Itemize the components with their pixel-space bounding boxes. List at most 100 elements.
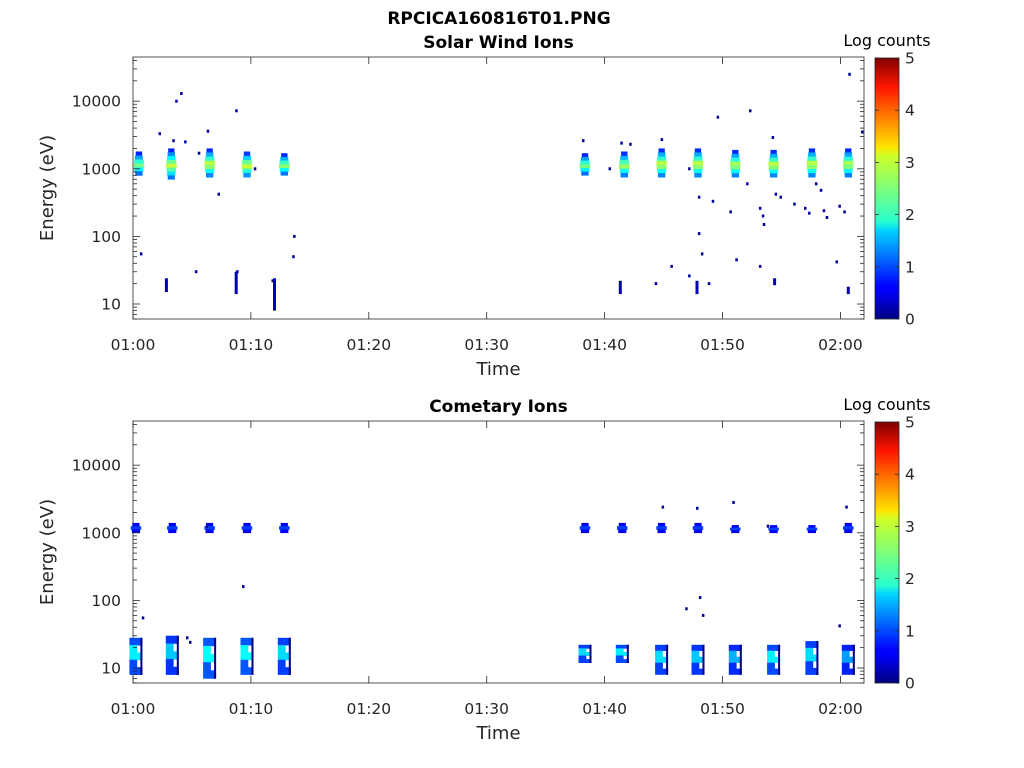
- blob-cell: [206, 522, 214, 527]
- scatter-point: [707, 282, 711, 286]
- scatter-point: [819, 188, 823, 192]
- scatter-point: [732, 501, 735, 504]
- blob-cell: [658, 148, 665, 153]
- low-band: [578, 644, 592, 663]
- blob: [806, 148, 818, 178]
- low-band-cell: [578, 648, 587, 653]
- blob-cell: [844, 173, 852, 178]
- scatter-point: [629, 142, 632, 146]
- scatter-point: [172, 139, 175, 143]
- colorbar-scale: [874, 57, 900, 320]
- scatter-point: [206, 129, 210, 133]
- blob: [843, 148, 854, 178]
- blob: [730, 525, 741, 534]
- colorbar-label: Log counts: [843, 395, 930, 414]
- low-band-edge: [778, 662, 781, 669]
- scatter-point: [293, 234, 296, 238]
- low-band-cell: [578, 655, 587, 660]
- scatter-point: [235, 109, 238, 113]
- low-band-edge: [816, 661, 819, 669]
- low-band-cell: [165, 666, 179, 675]
- blob-cell: [808, 525, 816, 528]
- blob: [241, 151, 253, 178]
- blob-cell: [618, 529, 627, 534]
- low-band-cell: [277, 652, 291, 661]
- low-band-edge: [589, 655, 592, 660]
- scatter-point: [253, 167, 257, 171]
- blob-cell: [618, 164, 630, 169]
- blob-cell: [770, 173, 778, 178]
- blob-cell: [692, 526, 704, 530]
- scatter-point: [843, 210, 846, 214]
- scatter-point: [197, 151, 201, 155]
- low-band-edge: [852, 668, 855, 675]
- scatter-point: [835, 260, 838, 264]
- blob-cell: [580, 168, 590, 172]
- blob-cell: [131, 529, 141, 534]
- scatter-point: [139, 252, 143, 256]
- scatter-point: [242, 585, 245, 589]
- low-band-edge: [589, 648, 592, 653]
- blob-cell: [769, 530, 778, 534]
- low-band-edge: [739, 668, 742, 675]
- blob: [656, 522, 667, 534]
- low-bar: [695, 280, 699, 295]
- colorbar-tick-label: 5: [905, 50, 915, 68]
- scatter-point: [701, 613, 705, 617]
- low-band-cell: [728, 644, 742, 651]
- y-axis-label: Energy (eV): [37, 499, 58, 605]
- colorbar-tick-label: 0: [905, 675, 915, 693]
- low-band-cell: [728, 662, 737, 669]
- blob: [241, 522, 253, 534]
- scatter-point: [711, 199, 715, 203]
- blob: [204, 522, 215, 534]
- low-band-cell: [691, 662, 700, 669]
- scatter-point: [848, 72, 851, 76]
- low-band-cell: [841, 668, 855, 675]
- low-band-edge: [176, 635, 179, 644]
- low-band-edge: [666, 668, 669, 675]
- y-tick-label: 1000: [82, 160, 121, 178]
- low-bar: [773, 278, 777, 286]
- low-band-cell: [277, 645, 286, 653]
- blob-cell: [806, 527, 818, 531]
- low-band-edge: [626, 648, 629, 653]
- blob-cell: [730, 161, 741, 166]
- x-tick-label: 01:30: [464, 700, 509, 718]
- colorbar-tick-label: 2: [905, 206, 915, 224]
- blob-cell: [843, 169, 853, 174]
- low-band-edge: [778, 668, 781, 675]
- low-band-edge: [702, 650, 705, 657]
- low-band-edge: [214, 645, 217, 655]
- scatter-point: [729, 210, 732, 214]
- x-tick-label: 02:00: [818, 336, 863, 354]
- colorbar-tick-label: 2: [905, 570, 915, 588]
- blob-cell: [206, 148, 213, 153]
- low-band-cell: [655, 668, 669, 675]
- low-band: [805, 641, 819, 675]
- low-band-cell: [615, 652, 629, 656]
- blob-cell: [281, 153, 288, 158]
- blob-cell: [204, 160, 215, 166]
- scatter-point: [670, 264, 673, 268]
- blob-cell: [579, 526, 591, 530]
- blob-cell: [241, 526, 253, 530]
- blob-cell: [656, 164, 667, 170]
- x-tick-label: 01:20: [346, 700, 391, 718]
- x-tick-label: 01:40: [582, 700, 627, 718]
- blob-cell: [808, 148, 816, 153]
- blob-cell: [730, 527, 741, 531]
- scatter-point: [660, 138, 664, 142]
- low-band-edge: [288, 645, 291, 653]
- scatter-point: [804, 206, 807, 210]
- low-band-cell: [203, 654, 217, 663]
- blob-cell: [242, 168, 252, 174]
- scatter-point: [271, 279, 274, 283]
- blob-cell: [205, 156, 215, 162]
- low-band-edge: [140, 667, 143, 675]
- low-band-edge: [214, 654, 217, 663]
- blob-cell: [135, 151, 143, 156]
- blob-cell: [580, 529, 590, 534]
- low-band-cell: [277, 667, 291, 675]
